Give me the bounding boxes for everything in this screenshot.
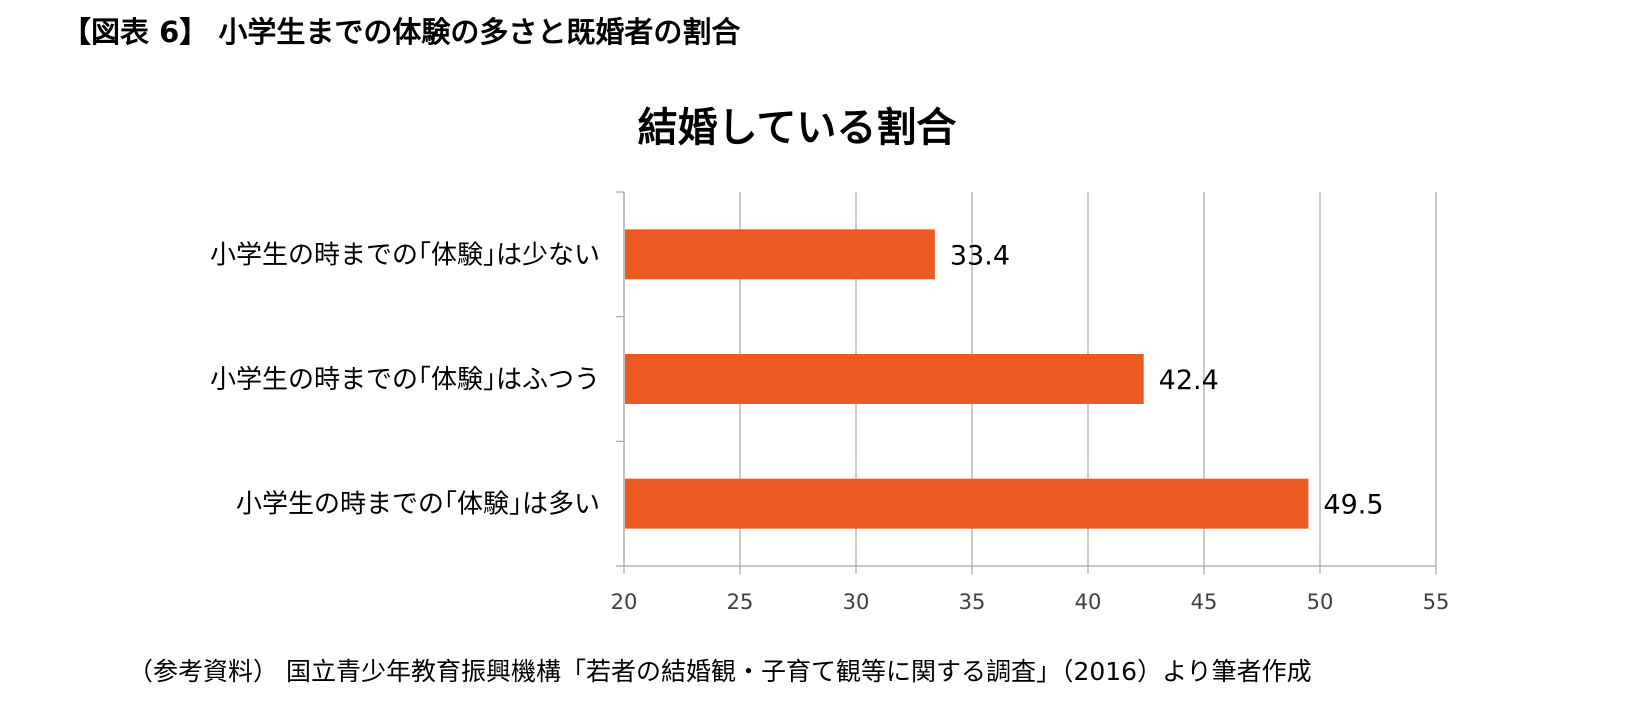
figure-heading: 【図表 6】 小学生までの体験の多さと既婚者の割合 (62, 15, 741, 49)
bar-2 (625, 354, 1144, 404)
x-tick-label: 50 (1307, 590, 1334, 614)
x-tick-label: 45 (1191, 590, 1218, 614)
x-tick-label: 55 (1423, 590, 1450, 614)
bar-3 (625, 478, 1309, 529)
source-note: （参考資料） 国立青少年教育振興機構「若者の結婚観・子育て観等に関する調査」（2… (128, 657, 1312, 686)
bar-1 (625, 229, 935, 280)
data-label: 33.4 (950, 240, 1010, 271)
x-tick-label: 25 (727, 590, 754, 614)
category-label: 小学生の時までの｢体験｣は少ない (210, 240, 600, 270)
labels: 20 25 30 35 40 45 50 55 小学生の時までの｢体験｣は少ない 33.4 小学生の… (210, 240, 1449, 614)
data-label: 49.5 (1323, 490, 1383, 521)
data-label: 42.4 (1159, 365, 1219, 396)
x-tick-label: 20 (611, 590, 638, 614)
chart-title: 結婚している割合 (637, 105, 957, 151)
x-tick-label: 30 (843, 590, 870, 614)
x-tick-label: 35 (959, 590, 986, 614)
category-label: 小学生の時までの｢体験｣は多い (236, 490, 600, 520)
category-label: 小学生の時までの｢体験｣はふつう (210, 365, 600, 395)
bars (625, 229, 1309, 529)
x-tick-label: 40 (1075, 590, 1102, 614)
axes (616, 191, 1436, 567)
